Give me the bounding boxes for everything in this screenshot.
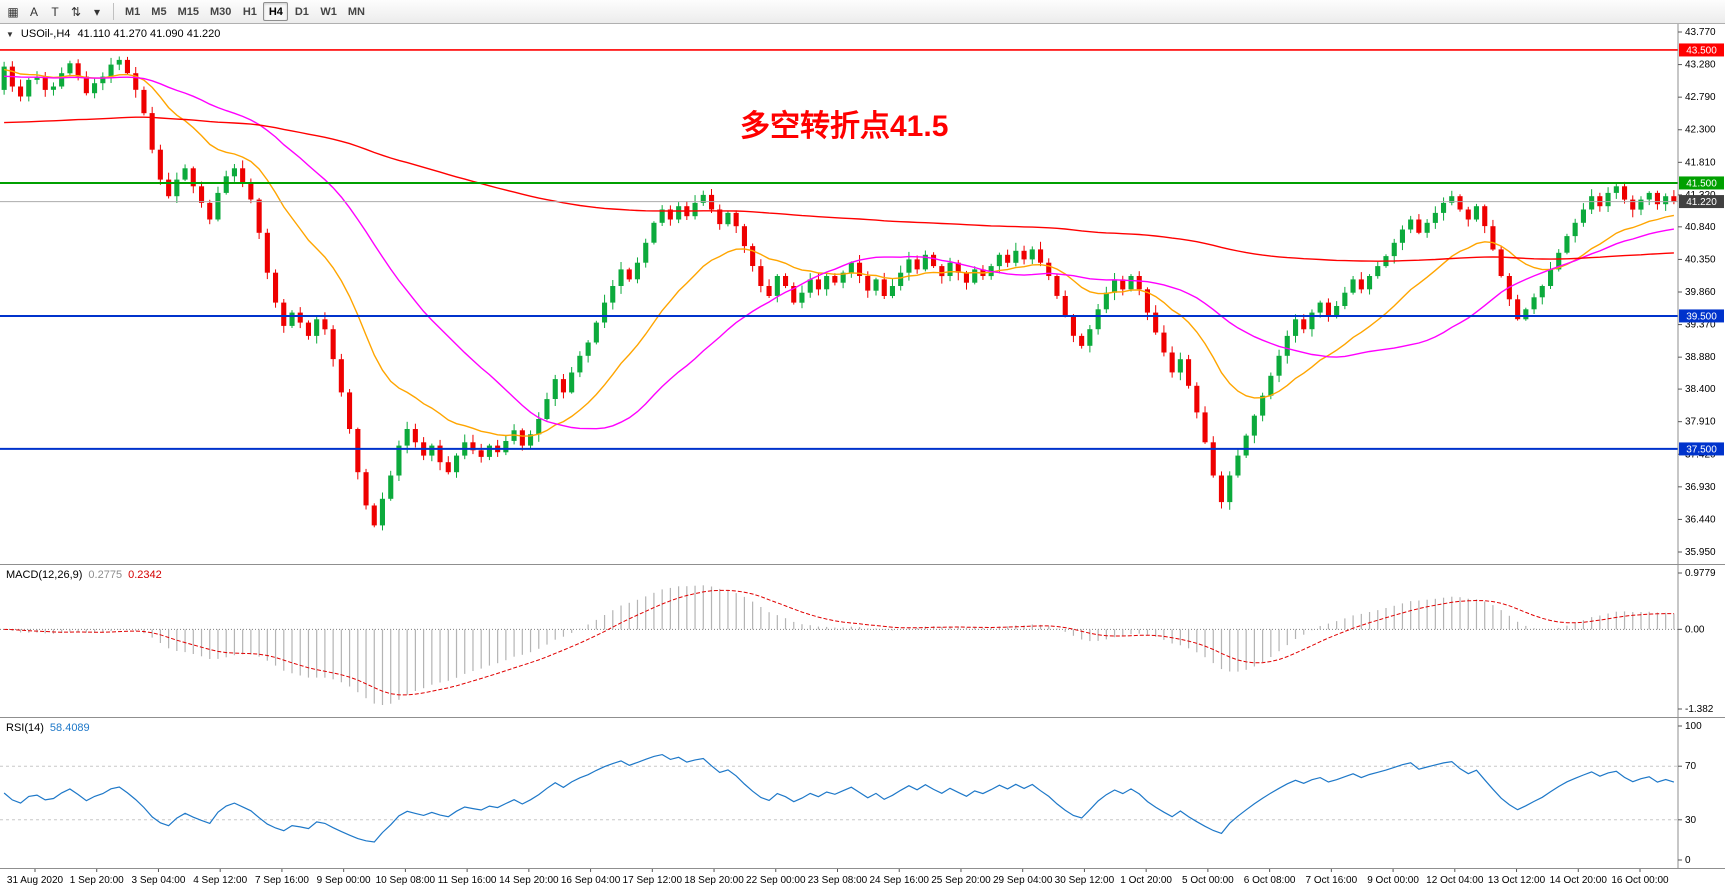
svg-text:多空转折点41.5: 多空转折点41.5: [740, 110, 948, 143]
svg-text:37.500: 37.500: [1686, 444, 1717, 455]
timeframe-button-m5[interactable]: M5: [151, 5, 167, 18]
macd-panel: 0.9779 0.00 -1.382 MACD(12,26,9) 0.2775 0.…: [0, 565, 1725, 718]
timeframe-button-m1[interactable]: M1: [125, 5, 141, 18]
svg-text:41.810: 41.810: [1685, 157, 1716, 168]
svg-text:35.950: 35.950: [1685, 547, 1716, 558]
rsi-label: RSI(14) 58.4089: [6, 722, 90, 734]
svg-text:0: 0: [1685, 855, 1691, 866]
svg-text:17 Sep 12:00: 17 Sep 12:00: [623, 875, 683, 886]
svg-text:11 Sep 16:00: 11 Sep 16:00: [438, 875, 497, 886]
svg-text:23 Sep 08:00: 23 Sep 08:00: [808, 875, 868, 886]
svg-text:0.00: 0.00: [1685, 624, 1705, 635]
svg-text:16 Oct 00:00: 16 Oct 00:00: [1611, 875, 1669, 886]
chart-header: ▼ USOil-,H4 41.110 41.270 41.090 41.220: [6, 28, 220, 40]
svg-text:38.400: 38.400: [1685, 384, 1716, 395]
svg-text:7 Oct 16:00: 7 Oct 16:00: [1305, 875, 1357, 886]
svg-text:9 Oct 00:00: 9 Oct 00:00: [1367, 875, 1419, 886]
toolbar-left-tools: ▦ A T ⇅ ▾: [3, 2, 107, 21]
svg-text:18 Sep 20:00: 18 Sep 20:00: [684, 875, 744, 886]
svg-text:43.500: 43.500: [1686, 45, 1717, 56]
macd-signal-value: 0.2342: [128, 569, 162, 581]
svg-text:43.280: 43.280: [1685, 60, 1716, 71]
svg-text:42.300: 42.300: [1685, 125, 1716, 136]
main-chart-panel: 43.77043.28042.79042.30041.81041.32040.8…: [0, 24, 1725, 565]
toolbar: ▦ A T ⇅ ▾ M1 M5 M15 M30 H1 H4 D1 W1 MN: [0, 0, 1725, 24]
vertical-scale-arrows-icon[interactable]: ⇅: [70, 4, 82, 19]
svg-text:12 Oct 04:00: 12 Oct 04:00: [1426, 875, 1484, 886]
timeframe-button-d1[interactable]: D1: [294, 5, 309, 18]
rsi-chart-svg[interactable]: 100 70 30 0: [0, 718, 1725, 868]
svg-text:43.770: 43.770: [1685, 27, 1716, 38]
macd-main-value: 0.2775: [88, 569, 123, 581]
svg-text:31 Aug 2020: 31 Aug 2020: [7, 875, 64, 886]
svg-text:30 Sep 12:00: 30 Sep 12:00: [1055, 875, 1115, 886]
toolbar-separator: [113, 3, 114, 20]
svg-text:-1.382: -1.382: [1685, 704, 1714, 715]
svg-text:1 Sep 20:00: 1 Sep 20:00: [70, 875, 124, 886]
timeframe-group: M1 M5 M15 M30 H1 H4 D1 W1 MN: [120, 2, 370, 21]
svg-text:5 Oct 00:00: 5 Oct 00:00: [1182, 875, 1234, 886]
time-axis-svg[interactable]: 31 Aug 2020 1 Sep 20:00 3 Sep 04:00 4 Sep 1…: [0, 869, 1725, 893]
svg-text:0.9779: 0.9779: [1685, 568, 1716, 579]
svg-text:39.500: 39.500: [1686, 311, 1717, 322]
svg-text:4 Sep 12:00: 4 Sep 12:00: [193, 875, 247, 886]
svg-text:36.440: 36.440: [1685, 514, 1716, 525]
svg-text:30: 30: [1685, 815, 1697, 826]
svg-text:40.840: 40.840: [1685, 222, 1716, 233]
chart-windows-icon[interactable]: ▦: [7, 4, 19, 19]
svg-text:42.790: 42.790: [1685, 92, 1716, 103]
svg-text:38.880: 38.880: [1685, 352, 1716, 363]
timeframe-button-w1[interactable]: W1: [320, 5, 337, 18]
svg-text:14 Sep 20:00: 14 Sep 20:00: [499, 875, 559, 886]
svg-text:41.220: 41.220: [1686, 197, 1717, 208]
rsi-panel: 100 70 30 0 RSI(14) 58.4089: [0, 718, 1725, 869]
macd-name: MACD(12,26,9): [6, 569, 83, 581]
tools-dropdown-caret-icon[interactable]: ▾: [93, 4, 101, 19]
svg-text:25 Sep 20:00: 25 Sep 20:00: [931, 875, 991, 886]
svg-text:10 Sep 08:00: 10 Sep 08:00: [376, 875, 436, 886]
svg-text:22 Sep 00:00: 22 Sep 00:00: [746, 875, 806, 886]
chart-menu-caret-icon[interactable]: ▼: [6, 30, 14, 39]
svg-text:7 Sep 16:00: 7 Sep 16:00: [255, 875, 309, 886]
svg-text:37.910: 37.910: [1685, 417, 1716, 428]
svg-text:9 Sep 00:00: 9 Sep 00:00: [317, 875, 371, 886]
svg-text:40.350: 40.350: [1685, 254, 1716, 265]
rsi-name: RSI(14): [6, 722, 44, 734]
time-axis[interactable]: 31 Aug 2020 1 Sep 20:00 3 Sep 04:00 4 Sep 1…: [0, 869, 1725, 893]
svg-text:14 Oct 20:00: 14 Oct 20:00: [1550, 875, 1608, 886]
svg-text:100: 100: [1685, 721, 1702, 732]
chart-ohlc-values: 41.110 41.270 41.090 41.220: [77, 28, 221, 40]
svg-text:70: 70: [1685, 761, 1697, 772]
svg-text:41.500: 41.500: [1686, 178, 1717, 189]
macd-label: MACD(12,26,9) 0.2775 0.2342: [6, 569, 162, 581]
timeframe-button-h4[interactable]: H4: [263, 2, 289, 21]
macd-chart-svg[interactable]: 0.9779 0.00 -1.382: [0, 565, 1725, 717]
svg-text:39.370: 39.370: [1685, 320, 1716, 331]
svg-text:16 Sep 04:00: 16 Sep 04:00: [561, 875, 621, 886]
svg-text:39.860: 39.860: [1685, 287, 1716, 298]
annotate-letter-a-icon[interactable]: A: [29, 4, 38, 19]
timeframe-button-h1[interactable]: H1: [242, 5, 257, 18]
timeframe-button-mn[interactable]: MN: [347, 5, 365, 18]
timeframe-button-m30[interactable]: M30: [209, 5, 232, 18]
svg-text:6 Oct 08:00: 6 Oct 08:00: [1244, 875, 1296, 886]
text-tool-icon[interactable]: T: [51, 4, 59, 19]
svg-text:13 Oct 12:00: 13 Oct 12:00: [1488, 875, 1546, 886]
svg-text:29 Sep 04:00: 29 Sep 04:00: [993, 875, 1053, 886]
svg-text:3 Sep 04:00: 3 Sep 04:00: [131, 875, 185, 886]
rsi-current-value: 58.4089: [49, 722, 90, 734]
main-chart-svg[interactable]: 43.77043.28042.79042.30041.81041.32040.8…: [0, 24, 1725, 564]
timeframe-button-m15[interactable]: M15: [177, 5, 199, 18]
chart-symbol-label: USOil-,H4: [20, 28, 71, 40]
svg-text:1 Oct 20:00: 1 Oct 20:00: [1120, 875, 1172, 886]
svg-text:36.930: 36.930: [1685, 482, 1716, 493]
svg-text:24 Sep 16:00: 24 Sep 16:00: [869, 875, 929, 886]
